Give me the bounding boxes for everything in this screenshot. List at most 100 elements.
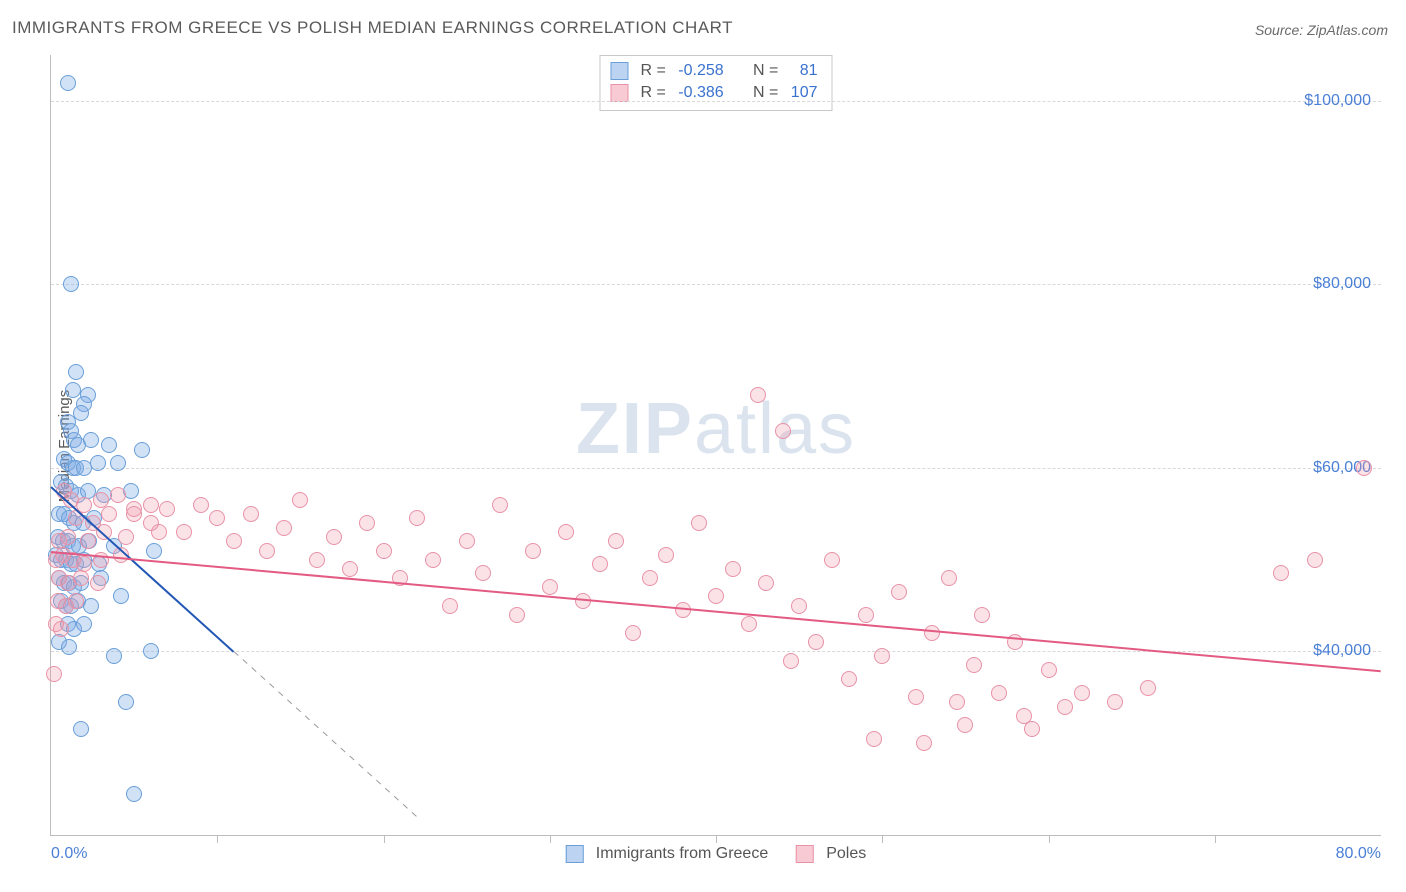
swatch-pink-icon (610, 84, 628, 102)
legend-item-poles: Poles (796, 845, 866, 863)
data-point-poles (924, 625, 940, 641)
data-point-poles (625, 625, 641, 641)
data-point-poles (1074, 685, 1090, 701)
data-point-poles (891, 584, 907, 600)
data-point-greece (65, 382, 81, 398)
gridline-h (51, 284, 1381, 285)
data-point-poles (459, 533, 475, 549)
data-point-poles (326, 529, 342, 545)
data-point-poles (442, 598, 458, 614)
x-tick (550, 835, 551, 843)
data-point-poles (1356, 460, 1372, 476)
data-point-poles (608, 533, 624, 549)
data-point-poles (425, 552, 441, 568)
data-point-poles (642, 570, 658, 586)
legend-item-greece: Immigrants from Greece (566, 845, 768, 863)
gridline-h (51, 468, 1381, 469)
data-point-poles (359, 515, 375, 531)
trend-extrapolation-dash (51, 55, 1381, 835)
data-point-poles (658, 547, 674, 563)
data-point-poles (292, 492, 308, 508)
x-axis-start-label: 0.0% (51, 845, 87, 863)
series-legend: Immigrants from Greece Poles (566, 845, 867, 863)
data-point-poles (824, 552, 840, 568)
data-point-poles (916, 735, 932, 751)
x-tick (1215, 835, 1216, 843)
data-point-poles (1041, 662, 1057, 678)
trend-line-poles (51, 551, 1381, 672)
source-attribution: Source: ZipAtlas.com (1255, 22, 1388, 38)
y-tick-label: $40,000 (1313, 642, 1371, 660)
data-point-poles (858, 607, 874, 623)
data-point-poles (243, 506, 259, 522)
source-label: Source: (1255, 22, 1307, 38)
x-tick (217, 835, 218, 843)
swatch-blue-icon (610, 62, 628, 80)
x-tick (384, 835, 385, 843)
stat-n-value-greece: 81 (791, 60, 818, 82)
data-point-poles (725, 561, 741, 577)
data-point-poles (73, 570, 89, 586)
stat-r-label: R = (640, 60, 670, 82)
data-point-poles (209, 510, 225, 526)
data-point-greece (68, 364, 84, 380)
data-point-poles (974, 607, 990, 623)
data-point-poles (908, 689, 924, 705)
data-point-poles (475, 565, 491, 581)
data-point-greece (90, 455, 106, 471)
data-point-poles (68, 593, 84, 609)
data-point-poles (1307, 552, 1323, 568)
data-point-greece (110, 455, 126, 471)
data-point-poles (841, 671, 857, 687)
data-point-poles (775, 423, 791, 439)
data-point-poles (126, 506, 142, 522)
data-point-greece (60, 75, 76, 91)
data-point-poles (342, 561, 358, 577)
data-point-poles (276, 520, 292, 536)
data-point-greece (76, 616, 92, 632)
data-point-poles (949, 694, 965, 710)
legend-label-poles: Poles (826, 845, 866, 863)
data-point-greece (63, 276, 79, 292)
data-point-poles (791, 598, 807, 614)
data-point-poles (1273, 565, 1289, 581)
data-point-poles (193, 497, 209, 513)
x-tick (716, 835, 717, 843)
data-point-poles (60, 529, 76, 545)
data-point-poles (176, 524, 192, 540)
data-point-greece (73, 721, 89, 737)
data-point-poles (309, 552, 325, 568)
data-point-poles (80, 533, 96, 549)
data-point-poles (525, 543, 541, 559)
data-point-poles (376, 543, 392, 559)
data-point-poles (226, 533, 242, 549)
data-point-poles (750, 387, 766, 403)
data-point-poles (409, 510, 425, 526)
swatch-pink-icon (796, 845, 814, 863)
data-point-greece (73, 405, 89, 421)
data-point-greece (143, 643, 159, 659)
data-point-greece (113, 588, 129, 604)
data-point-poles (741, 616, 757, 632)
data-point-poles (259, 543, 275, 559)
swatch-blue-icon (566, 845, 584, 863)
data-point-poles (1107, 694, 1123, 710)
data-point-poles (1024, 721, 1040, 737)
data-point-greece (134, 442, 150, 458)
data-point-poles (783, 653, 799, 669)
data-point-poles (758, 575, 774, 591)
source-value: ZipAtlas.com (1307, 22, 1388, 38)
data-point-poles (708, 588, 724, 604)
data-point-poles (1057, 699, 1073, 715)
data-point-poles (542, 579, 558, 595)
data-point-poles (866, 731, 882, 747)
data-point-poles (509, 607, 525, 623)
data-point-poles (808, 634, 824, 650)
data-point-greece (126, 786, 142, 802)
data-point-poles (558, 524, 574, 540)
stats-row-greece: R = -0.258 N = 81 (610, 60, 817, 82)
data-point-greece (83, 598, 99, 614)
watermark-zip: ZIP (576, 389, 694, 469)
data-point-poles (492, 497, 508, 513)
stat-r-value-greece: -0.258 (678, 60, 723, 82)
